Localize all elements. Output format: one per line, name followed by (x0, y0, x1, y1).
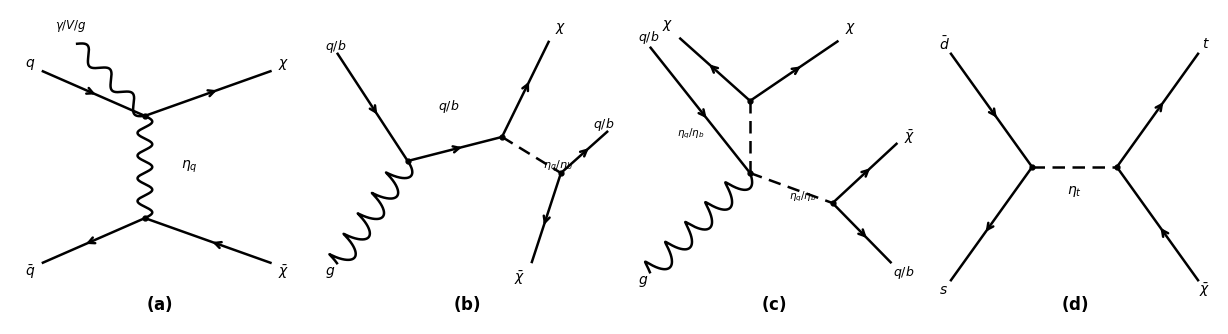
Text: $\eta_q$: $\eta_q$ (181, 159, 198, 175)
Text: $\chi$: $\chi$ (555, 21, 566, 36)
Text: $q/b$: $q/b$ (438, 99, 459, 115)
Text: $\chi$: $\chi$ (845, 21, 856, 36)
Text: $\bar{\chi}$: $\bar{\chi}$ (904, 128, 915, 146)
Text: $\bar{\chi}$: $\bar{\chi}$ (278, 263, 289, 281)
Text: $\eta_t$: $\eta_t$ (1067, 184, 1082, 198)
Text: $\eta_q/\eta_b$: $\eta_q/\eta_b$ (677, 127, 705, 141)
Text: $g$: $g$ (325, 265, 335, 280)
Text: $\bar{q}$: $\bar{q}$ (25, 263, 36, 281)
Text: $\gamma/V/g$: $\gamma/V/g$ (55, 18, 87, 34)
Text: $s$: $s$ (939, 283, 948, 297)
Text: $q$: $q$ (25, 57, 36, 72)
Text: $\bar{\chi}$: $\bar{\chi}$ (515, 269, 526, 287)
Text: $\chi$: $\chi$ (662, 18, 673, 33)
Text: $q/b$: $q/b$ (325, 38, 346, 55)
Text: $\eta_q/\eta_b$: $\eta_q/\eta_b$ (543, 159, 573, 175)
Text: $\mathbf{(a)}$: $\mathbf{(a)}$ (146, 294, 173, 314)
Text: $q/b$: $q/b$ (593, 117, 614, 133)
Text: $\mathbf{(d)}$: $\mathbf{(d)}$ (1061, 294, 1088, 314)
Text: $\eta_q/\eta_b$: $\eta_q/\eta_b$ (790, 190, 817, 204)
Text: $t$: $t$ (1202, 37, 1210, 51)
Text: $\bar{\chi}$: $\bar{\chi}$ (1199, 281, 1210, 299)
Text: $g$: $g$ (639, 274, 648, 289)
Text: $\mathbf{(c)}$: $\mathbf{(c)}$ (761, 294, 786, 314)
Text: $q/b$: $q/b$ (893, 264, 914, 281)
Text: $\mathbf{(b)}$: $\mathbf{(b)}$ (453, 294, 480, 314)
Text: $q/b$: $q/b$ (639, 29, 659, 46)
Text: $\chi$: $\chi$ (278, 57, 289, 72)
Text: $\bar{d}$: $\bar{d}$ (939, 35, 949, 53)
